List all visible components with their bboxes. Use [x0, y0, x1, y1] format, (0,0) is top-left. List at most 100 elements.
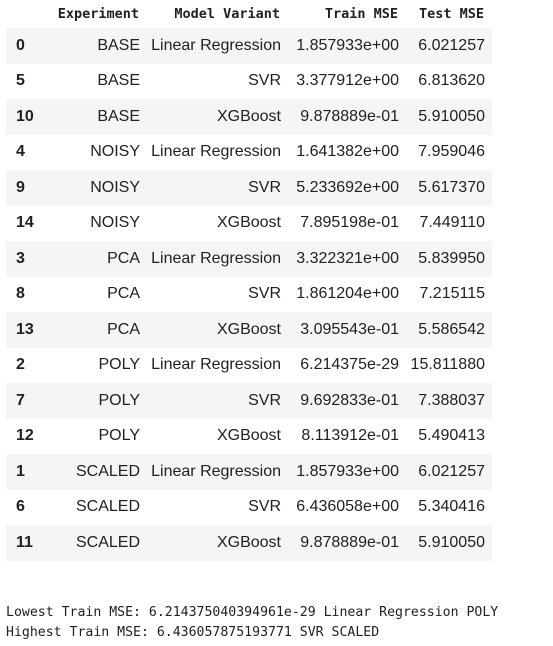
cell-model-variant: XGBoost [216, 214, 281, 232]
cell-train-mse: 7.895198e-01 [300, 214, 399, 232]
cell-experiment: PCA [107, 285, 140, 303]
cell-model-variant: SVR [248, 72, 281, 90]
cell-model-variant: XGBoost [216, 320, 281, 338]
row-index: 7 [16, 391, 25, 409]
table-row: 8 PCA SVR 1.861204e+00 7.215115 [6, 276, 492, 312]
cell-experiment: BASE [97, 72, 140, 90]
cell-model-variant: XGBoost [216, 427, 281, 445]
output-line: Lowest Train MSE: 6.214375040394961e-29 … [6, 604, 499, 620]
cell-experiment: NOISY [90, 214, 140, 232]
cell-test-mse: 5.910050 [418, 533, 485, 551]
cell-test-mse: 7.215115 [419, 285, 485, 303]
cell-model-variant: SVR [248, 285, 281, 303]
cell-train-mse: 9.878889e-01 [300, 107, 399, 125]
table-row: 7 POLY SVR 9.692833e-01 7.388037 [6, 383, 492, 419]
cell-model-variant: Linear Regression [151, 462, 281, 480]
cell-train-mse: 8.113912e-01 [301, 427, 399, 445]
cell-train-mse: 1.857933e+00 [296, 462, 399, 480]
cell-train-mse: 9.692833e-01 [300, 391, 399, 409]
cell-train-mse: 3.095543e-01 [300, 320, 399, 338]
table-row: 0 BASE Linear Regression 1.857933e+00 6.0212… [6, 28, 492, 64]
cell-model-variant: Linear Regression [151, 249, 281, 267]
table-row: 4 NOISY Linear Regression 1.641382e+00 7.959… [6, 134, 492, 170]
stdout-output: Lowest Train MSE: 6.214375040394961e-29 … [6, 562, 498, 646]
table-row: 14 NOISY XGBoost 7.895198e-01 7.449110 [6, 205, 492, 241]
cell-test-mse: 5.839950 [418, 249, 485, 267]
cell-experiment: PCA [107, 249, 140, 267]
cell-experiment: NOISY [90, 178, 140, 196]
cell-test-mse: 5.910050 [418, 107, 485, 125]
row-index: 13 [16, 320, 34, 338]
cell-experiment: SCALED [75, 498, 140, 516]
row-index: 14 [16, 214, 34, 232]
cell-experiment: BASE [97, 36, 140, 54]
cell-test-mse: 5.340416 [418, 498, 485, 516]
cell-model-variant: XGBoost [216, 533, 281, 551]
table-body: 0 BASE Linear Regression 1.857933e+00 6.0212… [6, 28, 492, 561]
cell-train-mse: 1.857933e+00 [296, 36, 399, 54]
cell-model-variant: Linear Regression [151, 143, 281, 161]
table-row: 9 NOISY SVR 5.233692e+00 5.617370 [6, 170, 492, 206]
cell-train-mse: 3.377912e+00 [296, 72, 399, 90]
cell-test-mse: 15.811880 [410, 356, 485, 374]
cell-experiment: SCALED [75, 533, 140, 551]
row-index: 4 [16, 143, 25, 161]
cell-experiment: POLY [98, 427, 141, 445]
table-header: Experiment Model Variant Train MSE Test … [6, 0, 492, 28]
row-index: 2 [16, 356, 25, 374]
cell-test-mse: 7.449110 [419, 214, 485, 232]
cell-model-variant: Linear Regression [151, 36, 281, 54]
cell-test-mse: 6.021257 [418, 36, 485, 54]
row-index: 1 [16, 462, 25, 480]
cell-experiment: PCA [107, 320, 140, 338]
cell-experiment: POLY [98, 356, 141, 374]
output-line: Highest Train MSE: 6.436057875193771 SVR… [6, 624, 380, 640]
cell-train-mse: 5.233692e+00 [296, 178, 399, 196]
cell-test-mse: 5.617370 [418, 178, 485, 196]
cell-test-mse: 5.490413 [418, 427, 485, 445]
cell-train-mse: 1.641382e+00 [296, 143, 399, 161]
row-index: 10 [16, 107, 34, 125]
table-row: 1 SCALED Linear Regression 1.857933e+00 6.02… [6, 454, 492, 490]
cell-model-variant: Linear Regression [151, 356, 281, 374]
table-row: 3 PCA Linear Regression 3.322321e+00 5.83995… [6, 241, 492, 277]
cell-test-mse: 7.388037 [418, 391, 485, 409]
cell-experiment: SCALED [75, 462, 140, 480]
header-train-mse: Train MSE [288, 0, 406, 28]
table-row: 5 BASE SVR 3.377912e+00 6.813620 [6, 63, 492, 99]
cell-model-variant: SVR [248, 391, 281, 409]
row-index: 8 [16, 285, 25, 303]
cell-experiment: POLY [98, 391, 141, 409]
cell-test-mse: 5.586542 [418, 320, 485, 338]
cell-train-mse: 3.322321e+00 [296, 249, 399, 267]
cell-test-mse: 6.813620 [418, 72, 485, 90]
row-index: 0 [16, 36, 25, 54]
cell-train-mse: 9.878889e-01 [300, 533, 399, 551]
cell-experiment: BASE [97, 107, 140, 125]
cell-model-variant: XGBoost [216, 107, 281, 125]
header-model-variant: Model Variant [147, 0, 288, 28]
header-index [6, 0, 50, 28]
table-row: 10 BASE XGBoost 9.878889e-01 5.910050 [6, 99, 492, 135]
row-index: 3 [16, 249, 25, 267]
row-index: 6 [16, 498, 25, 516]
row-index: 5 [16, 72, 25, 90]
cell-test-mse: 7.959046 [418, 143, 485, 161]
dataframe-table: Experiment Model Variant Train MSE Test … [6, 0, 492, 561]
table-row: 12 POLY XGBoost 8.113912e-01 5.490413 [6, 418, 492, 454]
row-index: 11 [16, 533, 33, 551]
cell-model-variant: SVR [248, 498, 281, 516]
cell-train-mse: 6.214375e-29 [300, 356, 399, 374]
cell-test-mse: 6.021257 [418, 462, 485, 480]
table-row: 11 SCALED XGBoost 9.878889e-01 5.910050 [6, 525, 492, 561]
cell-train-mse: 1.861204e+00 [296, 285, 399, 303]
table-row: 6 SCALED SVR 6.436058e+00 5.340416 [6, 489, 492, 525]
header-test-mse: Test MSE [406, 0, 492, 28]
row-index: 9 [16, 178, 25, 196]
header-experiment: Experiment [50, 0, 147, 28]
header-row: Experiment Model Variant Train MSE Test … [6, 0, 492, 28]
row-index: 12 [16, 427, 34, 445]
cell-experiment: NOISY [90, 143, 140, 161]
cell-train-mse: 6.436058e+00 [296, 498, 399, 516]
